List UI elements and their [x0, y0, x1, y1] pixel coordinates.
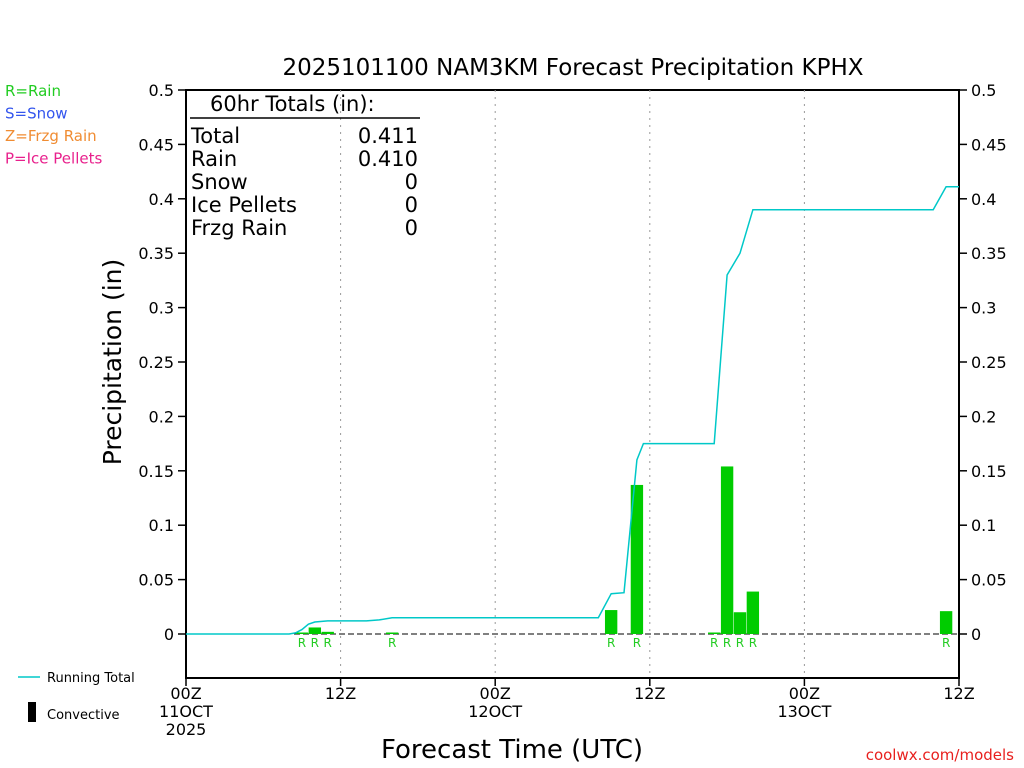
convective-swatch	[28, 702, 36, 722]
y-tick-label-right: 0.45	[971, 135, 1007, 154]
y-tick-label-right: 0.15	[971, 462, 1007, 481]
bar-type-label: R	[749, 636, 757, 650]
bar-type-label: R	[388, 636, 396, 650]
y-tick-label-left: 0.5	[149, 81, 174, 100]
series-legend: Running Total Convective	[18, 671, 135, 723]
bar-type-label: R	[311, 636, 319, 650]
y-tick-label-right: 0.1	[971, 516, 996, 535]
y-tick-label-left: 0.05	[138, 571, 174, 590]
totals-row-label: Frzg Rain	[191, 216, 287, 240]
bar-type-label: R	[942, 636, 950, 650]
y-tick-label-right: 0.35	[971, 244, 1007, 263]
y-ticks-left: 0 0.05 0.1 0.15 0.2 0.25 0.3 0.35 0.4 0.45 0.5	[138, 81, 186, 644]
precip-bar	[720, 466, 734, 634]
totals-row-value: 0	[405, 170, 418, 194]
totals-row-value: 0	[405, 216, 418, 240]
precip-bar	[604, 610, 618, 634]
chart-title: 2025101100 NAM3KM Forecast Precipitation…	[282, 55, 863, 81]
y-tick-label-right: 0.2	[971, 407, 996, 426]
precip-bar	[321, 631, 334, 634]
x-tick-label: 11OCT	[159, 702, 213, 721]
x-tick-label: 12Z	[634, 684, 665, 703]
type-legend-item: P=Ice Pellets	[5, 150, 102, 168]
convective-legend-label: Convective	[47, 708, 120, 723]
bar-type-label: R	[607, 636, 615, 650]
y-tick-label-left: 0.25	[138, 353, 174, 372]
y-tick-label-left: 0	[164, 625, 174, 644]
running-total-line	[186, 186, 959, 635]
bars-group	[295, 466, 953, 634]
bar-type-label: R	[710, 636, 718, 650]
totals-row-label: Ice Pellets	[191, 193, 297, 217]
footer-credit: coolwx.com/models	[866, 746, 1014, 764]
precip-bar	[385, 632, 399, 634]
running-total-legend-label: Running Total	[47, 671, 135, 686]
bar-type-label: R	[298, 636, 306, 650]
totals-box: 60hr Totals (in): Total 0.411 Rain 0.410 Sno…	[190, 92, 420, 240]
y-tick-label-right: 0.25	[971, 353, 1007, 372]
bar-type-label: R	[324, 636, 332, 650]
y-tick-label-left: 0.4	[149, 190, 174, 209]
y-ticks-right: 0 0.05 0.1 0.15 0.2 0.25 0.3 0.35 0.4 0.45 0.5	[959, 81, 1007, 644]
totals-row-value: 0.411	[358, 124, 418, 148]
grid-lines	[340, 90, 805, 678]
y-tick-label-right: 0.4	[971, 190, 996, 209]
type-legend-item: Z=Frzg Rain	[5, 127, 97, 145]
x-tick-label: 00Z	[789, 684, 820, 703]
type-legend-item: R=Rain	[5, 82, 61, 100]
y-tick-label-right: 0.5	[971, 81, 996, 100]
totals-row-label: Total	[190, 124, 240, 148]
bar-type-label: R	[723, 636, 731, 650]
totals-row-label: Rain	[191, 147, 237, 171]
bar-type-label: R	[736, 636, 744, 650]
y-tick-label-right: 0	[971, 625, 981, 644]
precip-bar	[708, 632, 721, 634]
x-tick-label: 13OCT	[777, 702, 831, 721]
plot-frame	[185, 89, 960, 679]
totals-row-value: 0	[405, 193, 418, 217]
totals-row-value: 0.410	[358, 147, 418, 171]
y-tick-label-left: 0.3	[149, 299, 174, 318]
x-tick-label: 00Z	[480, 684, 511, 703]
x-tick-label: 00Z	[170, 684, 201, 703]
type-legend-item: S=Snow	[5, 105, 68, 123]
y-tick-label-left: 0.2	[149, 407, 174, 426]
x-tick-label: 12Z	[325, 684, 356, 703]
y-tick-label-left: 0.35	[138, 244, 174, 263]
precip-bar	[746, 591, 760, 634]
y-tick-label-right: 0.05	[971, 571, 1007, 590]
precip-bar	[308, 627, 322, 634]
y-axis-label: Precipitation (in)	[98, 259, 127, 466]
precip-bar	[939, 611, 953, 634]
totals-heading: 60hr Totals (in):	[210, 92, 375, 116]
y-tick-label-left: 0.1	[149, 516, 174, 535]
y-tick-label-left: 0.45	[138, 135, 174, 154]
x-tick-label: 12OCT	[468, 702, 522, 721]
precip-bar	[295, 632, 309, 634]
precip-type-legend: R=Rain S=Snow Z=Frzg Rain P=Ice Pellets	[5, 82, 102, 168]
precip-bar	[630, 484, 644, 634]
y-tick-label-left: 0.15	[138, 462, 174, 481]
totals-row-label: Snow	[191, 170, 248, 194]
bar-type-label: R	[633, 636, 641, 650]
x-tick-label: 2025	[166, 720, 207, 739]
precip-bar	[733, 612, 747, 634]
x-tick-label: 12Z	[943, 684, 974, 703]
y-tick-label-right: 0.3	[971, 299, 996, 318]
x-axis-label: Forecast Time (UTC)	[381, 735, 643, 765]
